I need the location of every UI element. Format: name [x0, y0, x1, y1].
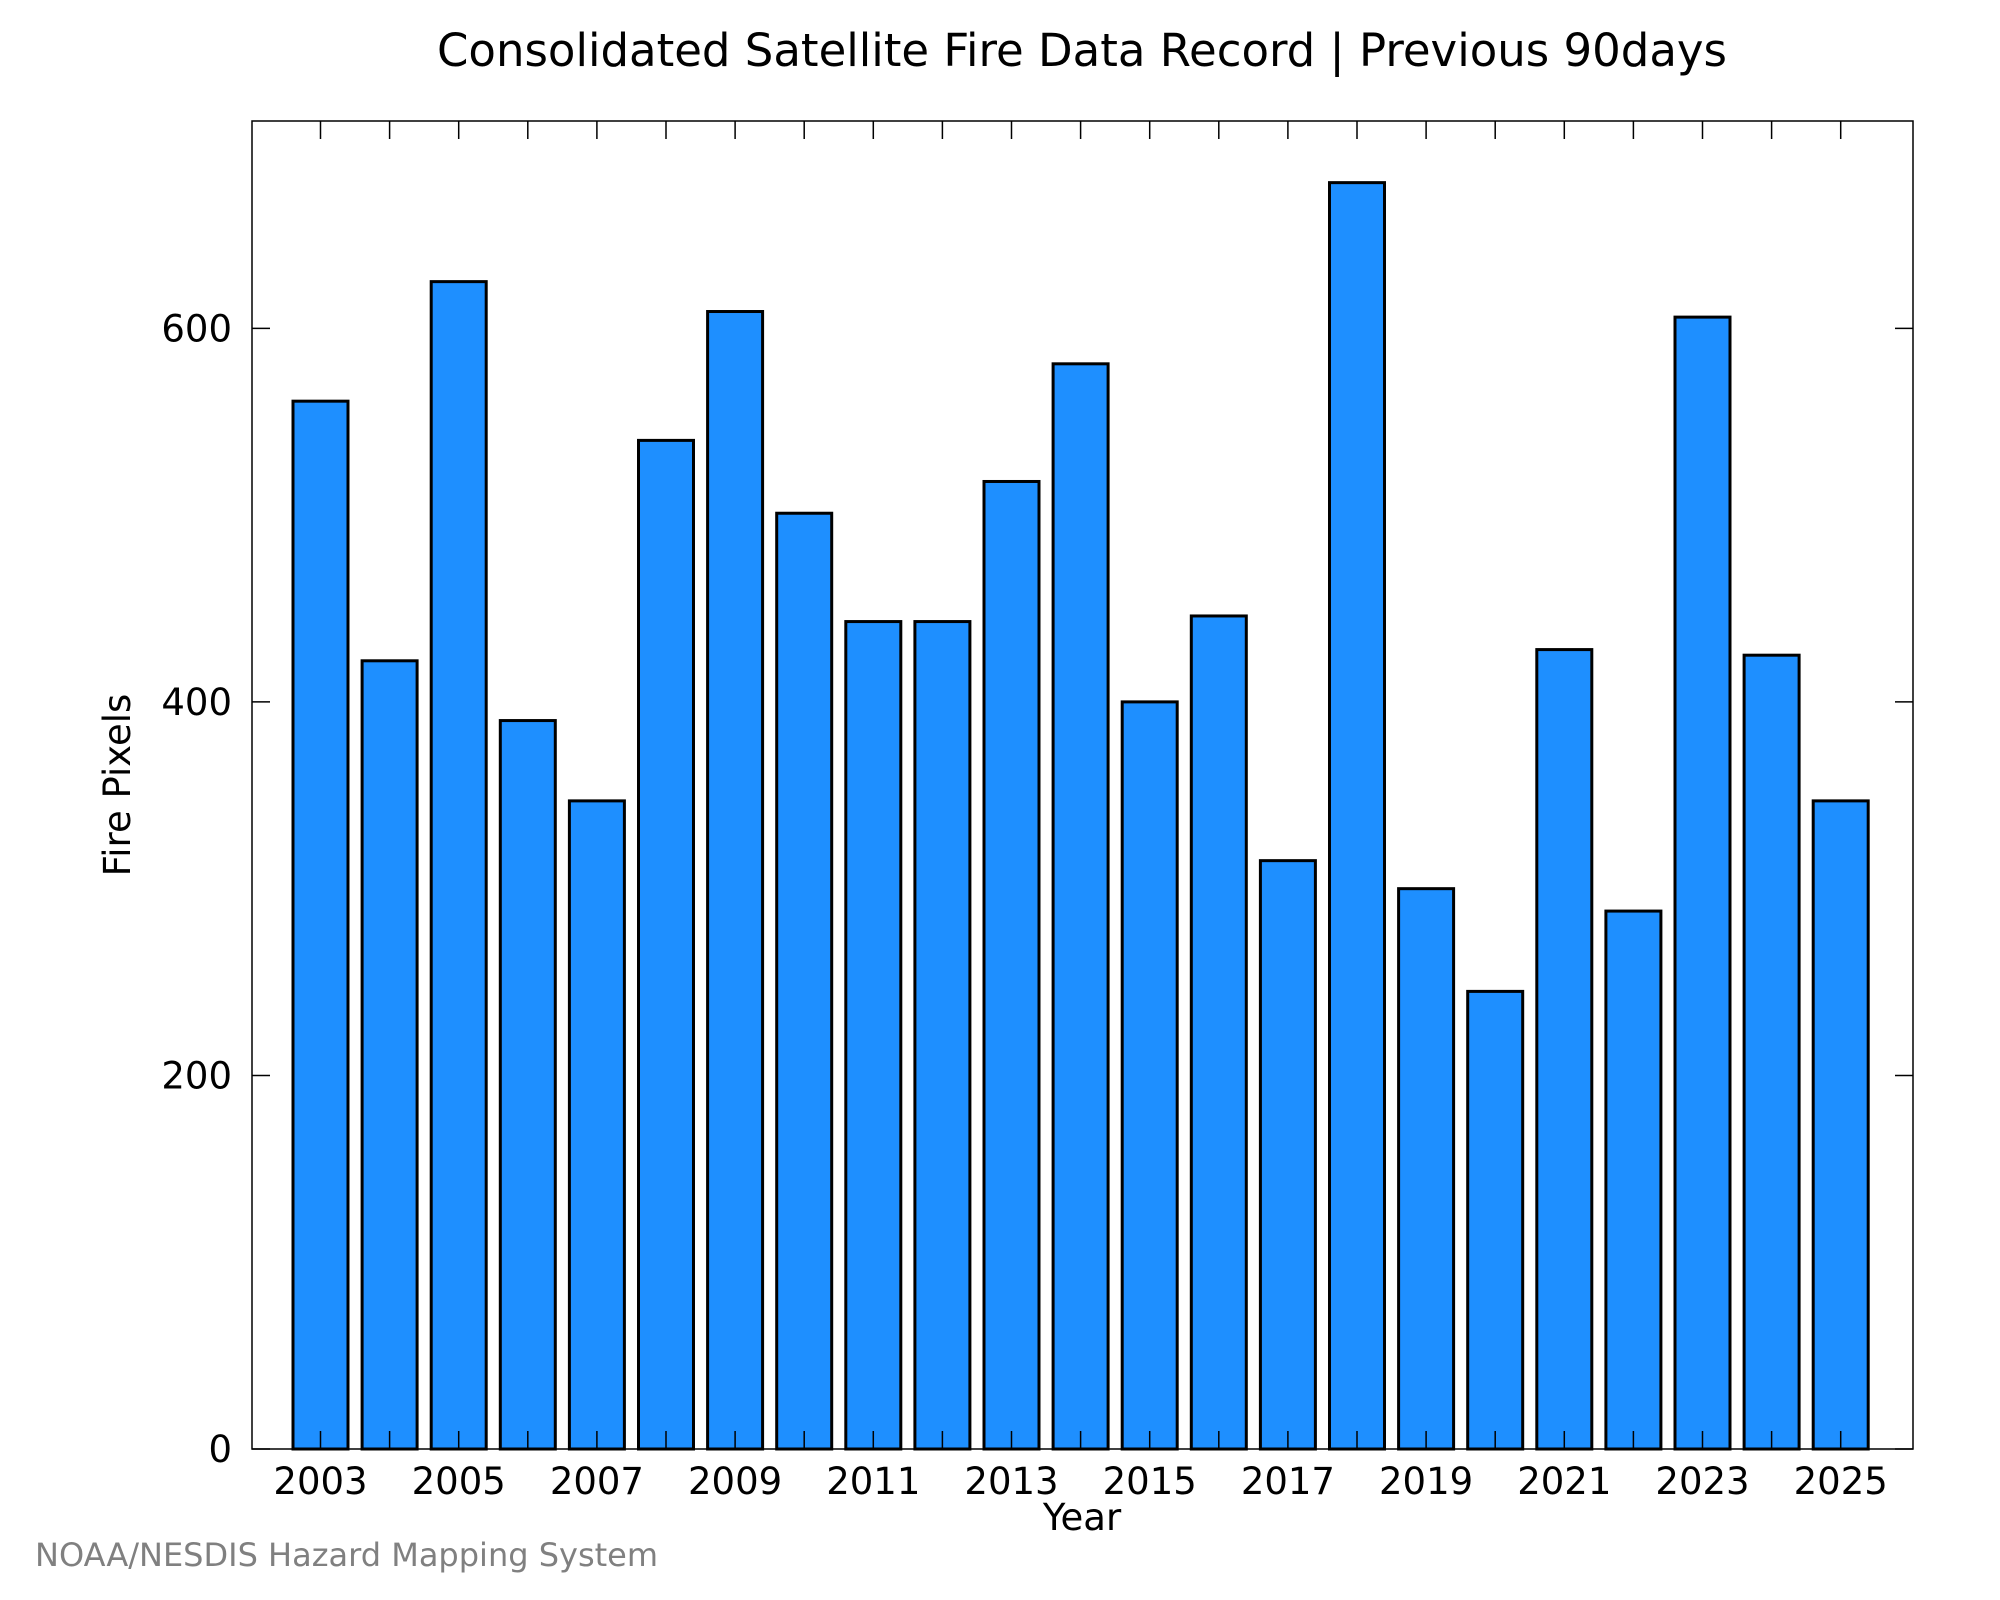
bar-2007	[567, 799, 626, 1451]
x-tick-label: 2017	[1241, 1460, 1335, 1503]
bar-2004	[360, 659, 419, 1451]
bar-2012	[913, 620, 972, 1451]
bar-2008	[637, 438, 695, 1451]
x-tick-label: 2013	[964, 1460, 1058, 1503]
x-tick-label: 2011	[826, 1460, 920, 1503]
bar-2018	[1328, 181, 1386, 1451]
x-tick-label: 2015	[1103, 1460, 1197, 1503]
x-tick-label: 2005	[412, 1460, 506, 1503]
source-credit: NOAA/NESDIS Hazard Mapping System	[35, 1536, 659, 1574]
bar-2006	[498, 719, 557, 1451]
ticks-group: 0 200 400 600 2003 2005 2007 2009 2011 2013 2015 20…	[161, 121, 1913, 1503]
y-axis-label: Fire Pixels	[96, 694, 139, 877]
plot-frame	[251, 120, 1914, 1450]
bar-2023	[1673, 315, 1732, 1451]
y-tick-label: 400	[161, 681, 232, 724]
y-tick-label: 600	[161, 307, 232, 350]
bar-2011	[844, 620, 903, 1451]
x-tick-label: 2021	[1517, 1460, 1611, 1503]
bar-2016	[1189, 614, 1248, 1451]
bar-2005	[429, 280, 488, 1451]
bar-2014	[1051, 362, 1110, 1451]
bars-group	[291, 181, 1870, 1451]
bar-2003	[291, 399, 350, 1451]
bar-2021	[1535, 648, 1594, 1451]
bar-2009	[706, 310, 765, 1451]
x-tick-label: 2025	[1794, 1460, 1888, 1503]
x-tick-label: 2007	[550, 1460, 644, 1503]
chart-title: Consolidated Satellite Fire Data Record …	[437, 24, 1727, 77]
bar-2022	[1604, 909, 1663, 1451]
x-tick-label: 2019	[1379, 1460, 1473, 1503]
x-tick-label: 2003	[273, 1460, 367, 1503]
bar-2017	[1258, 859, 1317, 1451]
bar-2019	[1397, 887, 1456, 1451]
bar-2020	[1466, 989, 1525, 1451]
bar-2015	[1120, 700, 1179, 1451]
x-tick-label: 2009	[688, 1460, 782, 1503]
bar-2010	[775, 511, 834, 1451]
x-axis-label: Year	[1042, 1496, 1122, 1539]
y-tick-label: 200	[161, 1054, 232, 1097]
y-tick-label: 0	[208, 1428, 232, 1471]
bar-2025	[1811, 799, 1870, 1451]
bar-2013	[982, 479, 1041, 1451]
x-tick-label: 2023	[1655, 1460, 1749, 1503]
bar-2024	[1742, 653, 1801, 1451]
